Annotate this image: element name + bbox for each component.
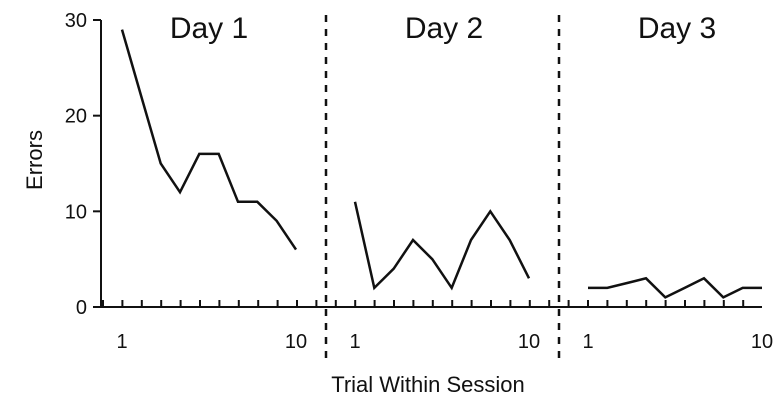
x-tick-label: 10 [518, 331, 540, 353]
panel-title: Day 2 [405, 12, 483, 45]
x-axis [101, 300, 762, 308]
y-tick-label: 10 [65, 201, 87, 223]
errors-series-line [120, 29, 298, 251]
day-dividers [324, 15, 561, 362]
x-tick-label: 1 [116, 331, 127, 353]
errors-series-line [588, 276, 762, 299]
x-tick-label: 1 [582, 331, 593, 353]
y-tick-label: 20 [65, 106, 87, 128]
panel-title: Day 3 [638, 12, 716, 45]
y-axis-title: Errors [22, 130, 47, 190]
x-tick-label: 10 [751, 331, 773, 353]
x-tick-label: 1 [349, 331, 360, 353]
y-axis: 0 10 20 30 [65, 10, 102, 319]
day-panel: Day 2 1 10 [349, 12, 540, 353]
panel-title: Day 1 [170, 12, 248, 45]
y-tick-label: 30 [65, 10, 87, 32]
day-panel: Day 3 1 10 [582, 12, 773, 353]
y-tick-label: 0 [76, 297, 87, 319]
x-tick-label: 10 [285, 331, 307, 353]
day-panels: Day 1 1 10 Day 2 1 10 Day 3 1 10 [116, 12, 773, 353]
x-axis-title: Trial Within Session [331, 372, 525, 397]
errors-series-line [353, 201, 531, 291]
day-panel: Day 1 1 10 [116, 12, 307, 353]
